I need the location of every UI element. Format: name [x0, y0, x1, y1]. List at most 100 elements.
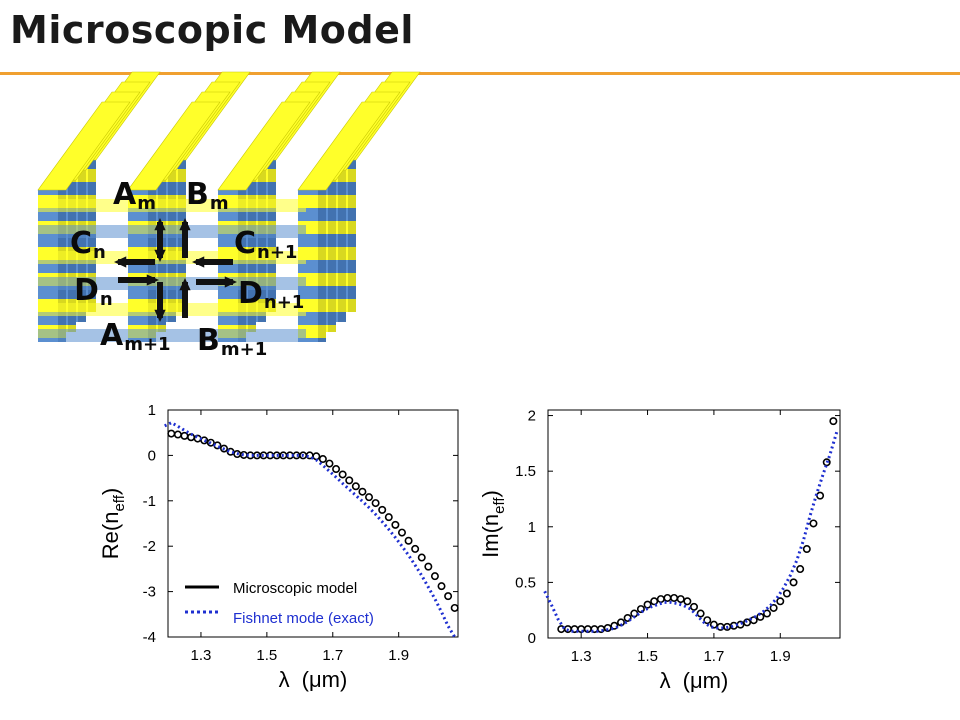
label-a-m: Am: [113, 177, 156, 214]
series-microscopic-model: [557, 417, 838, 634]
data-point: [272, 451, 281, 460]
data-point: [411, 544, 420, 553]
y-axis-label: Re(neff): [98, 488, 128, 559]
fishnet-post-side: [258, 170, 266, 322]
label-c-n1: Cn+1: [234, 226, 298, 263]
data-point: [239, 450, 248, 459]
y-tick-label: -1: [143, 493, 156, 510]
data-point: [173, 430, 182, 439]
fishnet-top-bar: [127, 101, 221, 191]
y-tick-label: 0: [528, 630, 536, 647]
fishnet-layer: [37, 101, 391, 342]
y-axis-label-sub: eff: [111, 494, 128, 511]
fishnet-top-bar: [37, 101, 131, 191]
data-point: [332, 465, 341, 474]
data-point: [736, 620, 745, 629]
fishnet-band: [38, 277, 306, 290]
data-point: [371, 499, 380, 508]
x-tick-label: 1.9: [770, 648, 791, 665]
series-line: [543, 431, 839, 633]
data-point: [663, 593, 672, 602]
label-b-m1: Bm+1: [197, 323, 268, 360]
data-point: [358, 487, 367, 496]
fishnet-band: [38, 251, 306, 264]
data-point: [187, 433, 196, 442]
arrow-head: [146, 274, 159, 286]
data-point: [404, 536, 413, 545]
y-axis-label-main: Re(n: [98, 512, 123, 560]
data-point: [802, 545, 811, 554]
y-axis-label-end: ): [98, 488, 123, 495]
x-tick-label: 1.7: [703, 648, 724, 665]
data-point: [570, 625, 579, 634]
data-point: [816, 491, 825, 500]
fishnet-arrows: [114, 218, 237, 322]
data-point: [756, 612, 765, 621]
data-point: [378, 505, 387, 514]
data-point: [709, 620, 718, 629]
data-point: [597, 625, 606, 634]
data-point: [743, 618, 752, 627]
data-point: [365, 493, 374, 502]
y-tick-label: -2: [143, 538, 156, 555]
y-tick-label: 0: [148, 447, 156, 464]
fishnet-band: [38, 199, 306, 212]
y-tick-label: -3: [143, 584, 156, 601]
data-point: [285, 451, 294, 460]
x-tick-label: 1.5: [637, 648, 658, 665]
x-tick-label: 1.7: [322, 647, 343, 664]
fishnet-post-side: [318, 190, 326, 342]
label-d-n: Dn: [74, 273, 113, 310]
data-point: [782, 589, 791, 598]
y-tick-label: 1: [148, 402, 156, 419]
x-axis-label: λ (μm): [279, 667, 348, 692]
x-tick-label: 1.9: [388, 647, 409, 664]
fishnet-post-side: [338, 170, 346, 322]
x-axis-label-symbol: λ: [279, 667, 290, 692]
y-tick-label: 1: [528, 519, 536, 536]
data-point: [279, 451, 288, 460]
x-tick-label: 1.5: [256, 647, 277, 664]
label-a-m1: Am+1: [100, 318, 171, 355]
arrow-head: [179, 278, 191, 291]
data-point: [723, 622, 732, 631]
data-point: [796, 565, 805, 574]
fishnet-band: [38, 329, 306, 342]
legend-label-fishnet: Fishnet mode (exact): [233, 610, 374, 627]
data-point: [696, 609, 705, 618]
data-point: [292, 451, 301, 460]
label-b-m: Bm: [186, 177, 229, 214]
slide-title: Microscopic Model: [10, 8, 414, 52]
fishnet-top-bar: [297, 101, 391, 191]
data-point: [563, 625, 572, 634]
data-point: [822, 458, 831, 467]
data-point: [351, 482, 360, 491]
fishnet-post-side: [78, 170, 86, 322]
data-point: [318, 455, 327, 464]
data-point: [762, 609, 771, 618]
arrow-head: [179, 218, 191, 231]
arrow-head: [154, 309, 166, 322]
data-point: [338, 470, 347, 479]
data-point: [636, 605, 645, 614]
data-point: [220, 444, 229, 453]
data-point: [703, 616, 712, 625]
data-point: [829, 417, 838, 426]
y-axis-label-sub: eff: [491, 497, 508, 514]
data-point: [397, 528, 406, 537]
fishnet-band: [38, 303, 306, 316]
chart-imag: 1.3 1.5 1.7 1.9 2 1.5 1 0.5 0 λ (μm) Im(neff): [478, 408, 841, 693]
data-point: [305, 451, 314, 460]
data-point: [610, 621, 619, 630]
data-point: [437, 582, 446, 591]
arrow-head: [114, 256, 127, 268]
data-point: [749, 616, 758, 625]
x-axis-label-unit: (μm): [683, 668, 729, 693]
plot-frame: [547, 409, 841, 639]
fishnet-structure-diagram: [37, 71, 421, 342]
data-point: [577, 625, 586, 634]
fishnet-post-front: [38, 190, 58, 342]
y-axis-label-main: Im(n: [478, 514, 503, 558]
label-d-n1: Dn+1: [238, 276, 305, 313]
data-point: [299, 451, 308, 460]
